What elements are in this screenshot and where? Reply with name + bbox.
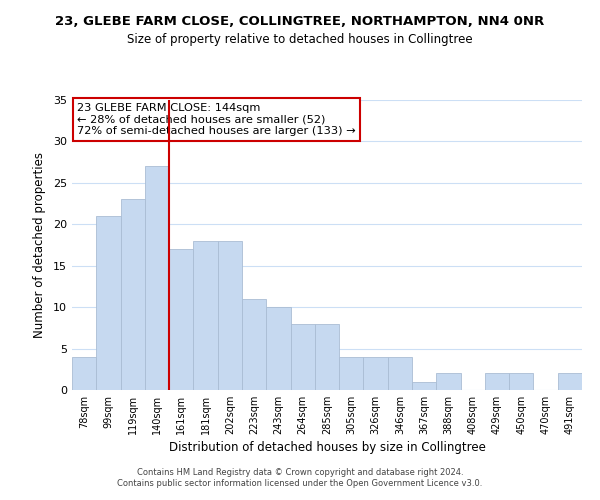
Y-axis label: Number of detached properties: Number of detached properties bbox=[33, 152, 46, 338]
Bar bbox=[72, 357, 96, 390]
Bar bbox=[169, 249, 193, 390]
Bar bbox=[436, 374, 461, 390]
Text: Contains HM Land Registry data © Crown copyright and database right 2024.
Contai: Contains HM Land Registry data © Crown c… bbox=[118, 468, 482, 487]
Bar bbox=[193, 241, 218, 390]
Bar bbox=[242, 299, 266, 390]
Bar bbox=[145, 166, 169, 390]
Text: Size of property relative to detached houses in Collingtree: Size of property relative to detached ho… bbox=[127, 32, 473, 46]
Bar bbox=[388, 357, 412, 390]
Text: 23, GLEBE FARM CLOSE, COLLINGTREE, NORTHAMPTON, NN4 0NR: 23, GLEBE FARM CLOSE, COLLINGTREE, NORTH… bbox=[55, 15, 545, 28]
Bar bbox=[96, 216, 121, 390]
Bar bbox=[412, 382, 436, 390]
Bar bbox=[509, 374, 533, 390]
Text: 23 GLEBE FARM CLOSE: 144sqm
← 28% of detached houses are smaller (52)
72% of sem: 23 GLEBE FARM CLOSE: 144sqm ← 28% of det… bbox=[77, 103, 356, 136]
Bar bbox=[339, 357, 364, 390]
Bar bbox=[315, 324, 339, 390]
Bar bbox=[121, 200, 145, 390]
Bar bbox=[558, 374, 582, 390]
X-axis label: Distribution of detached houses by size in Collingtree: Distribution of detached houses by size … bbox=[169, 441, 485, 454]
Bar bbox=[485, 374, 509, 390]
Bar bbox=[266, 307, 290, 390]
Bar bbox=[364, 357, 388, 390]
Bar bbox=[218, 241, 242, 390]
Bar bbox=[290, 324, 315, 390]
